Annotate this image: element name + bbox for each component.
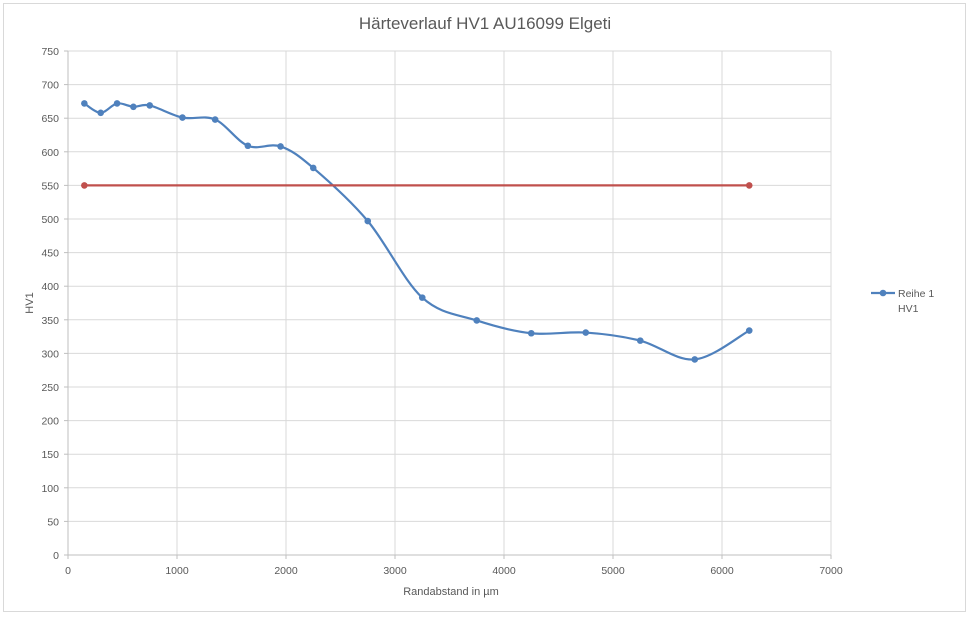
- data-point: [364, 217, 372, 225]
- x-tick-label: 7000: [819, 565, 843, 577]
- x-tick-label: 0: [65, 565, 71, 577]
- y-tick-label: 700: [41, 80, 59, 92]
- y-tick-label: 200: [41, 416, 59, 428]
- data-point: [418, 294, 426, 301]
- y-tick-label: 0: [53, 550, 59, 562]
- x-axis-label: Randabstand in µm: [403, 586, 499, 598]
- legend: Reihe 1 HV1: [871, 288, 934, 315]
- y-tick-label: 750: [41, 46, 59, 58]
- data-point: [130, 103, 137, 111]
- y-axis-ticks: 0 50 100 150 200 250 300 350 400 450 500 550 600 650 7…: [41, 46, 59, 562]
- y-tick-label: 400: [41, 281, 59, 293]
- data-point: [211, 116, 219, 123]
- y-tick-label: 50: [47, 516, 59, 528]
- y-tick-label: 350: [41, 315, 59, 327]
- data-point: [146, 102, 154, 109]
- data-point: [277, 143, 284, 150]
- data-point: [691, 356, 699, 363]
- x-tick-label: 6000: [710, 565, 734, 577]
- data-point: [97, 109, 104, 117]
- data-point: [244, 142, 252, 150]
- y-tick-label: 550: [41, 180, 59, 192]
- data-point: [527, 329, 535, 337]
- x-tick-label: 2000: [274, 565, 298, 577]
- y-tick-label: 450: [41, 248, 59, 260]
- y-axis-label: HV1: [24, 292, 36, 313]
- y-tick-label: 600: [41, 147, 59, 159]
- data-point: [113, 100, 121, 107]
- y-tick-label: 100: [41, 483, 59, 495]
- data-point: [309, 164, 317, 172]
- data-point: [179, 114, 186, 121]
- y-tick-label: 250: [41, 382, 59, 394]
- y-tick-label: 650: [41, 113, 59, 125]
- x-axis-ticks: 0 1000 2000 3000 4000 5000 6000 7000: [65, 565, 843, 577]
- chart-title: Härteverlauf HV1 AU16099 Elgeti: [359, 14, 611, 33]
- y-tick-label: 150: [41, 449, 59, 461]
- data-point: [745, 182, 753, 189]
- legend-entry-label: Reihe 1: [898, 288, 934, 300]
- x-tick-label: 1000: [165, 565, 189, 577]
- data-point: [745, 327, 753, 334]
- x-tick-label: 4000: [492, 565, 516, 577]
- data-point: [81, 100, 88, 107]
- series-line-1: [83, 102, 750, 361]
- chart-frame: [3, 3, 966, 612]
- data-point: [81, 182, 88, 189]
- data-point: [473, 317, 481, 324]
- legend-swatch-marker: [879, 289, 887, 297]
- data-point: [582, 329, 590, 336]
- y-tick-label: 300: [41, 348, 59, 360]
- x-tick-label: 5000: [601, 565, 625, 577]
- x-tick-label: 3000: [383, 565, 407, 577]
- y-tick-label: 500: [41, 214, 59, 226]
- grid: [64, 50, 832, 559]
- data-point: [636, 337, 644, 344]
- legend-entry-label: HV1: [898, 303, 919, 315]
- series-layer: [81, 100, 753, 363]
